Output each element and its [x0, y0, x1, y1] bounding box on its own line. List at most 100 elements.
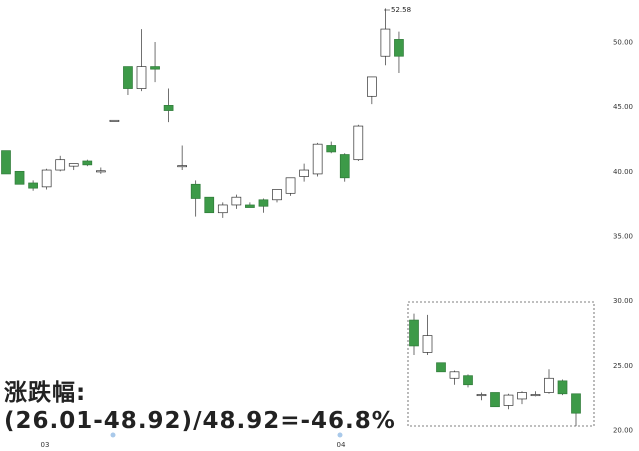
candle-body: [353, 125, 364, 161]
main-candle: [109, 119, 120, 122]
main-candle: [353, 124, 364, 161]
main-candle: [68, 163, 79, 171]
candle-body: [190, 183, 201, 199]
candle-body: [285, 177, 296, 194]
main-candle: [14, 170, 25, 185]
candle-body: [136, 66, 147, 89]
main-candle: [272, 189, 282, 203]
candle-body: [177, 165, 187, 168]
inset-candle: [571, 393, 581, 427]
inset-candle: [422, 314, 433, 355]
main-candle: [190, 180, 201, 217]
candle-body: [109, 119, 120, 122]
main-candle: [231, 194, 242, 209]
main-candles-group: [1, 8, 404, 218]
candle-body: [409, 319, 419, 347]
candle-body: [204, 196, 215, 214]
main-candle: [394, 31, 404, 74]
candle-body: [231, 196, 242, 206]
main-candle: [326, 141, 337, 154]
y-tick-label: 30.00: [613, 297, 633, 305]
candle-body: [258, 199, 269, 207]
candle-body: [326, 145, 337, 153]
time-marker-dot: [110, 432, 116, 438]
main-candle: [95, 167, 106, 174]
inset-candle: [557, 379, 568, 396]
main-candle: [28, 180, 38, 191]
candle-body: [68, 163, 79, 167]
main-candle: [1, 150, 11, 175]
candle-body: [163, 105, 174, 111]
y-tick-label: 40.00: [613, 168, 633, 176]
candle-body: [299, 169, 309, 177]
max-price-label: 52.58: [391, 6, 411, 14]
candle-body: [95, 170, 106, 173]
inset-candle: [544, 369, 554, 394]
main-candle: [82, 159, 93, 167]
main-candle: [380, 8, 391, 66]
candle-body: [517, 392, 527, 400]
inset-candle: [409, 313, 419, 355]
main-candle: [245, 202, 255, 208]
candle-body: [339, 154, 350, 179]
inset-candle: [436, 362, 446, 373]
main-candle: [150, 42, 160, 83]
main-candle: [204, 196, 215, 214]
candle-body: [436, 362, 446, 373]
candle-body: [1, 150, 11, 175]
main-candle: [367, 76, 377, 105]
inset-candle: [503, 393, 514, 410]
main-candle: [217, 202, 228, 218]
y-axis-ticks: 50.00 45.00 40.00 35.00 30.00 25.00 20.00: [613, 39, 633, 435]
candle-body: [544, 377, 554, 393]
candle-body: [312, 143, 323, 175]
candle-body: [490, 392, 500, 408]
candle-body: [55, 159, 66, 171]
y-tick-label: 20.00: [613, 427, 633, 435]
main-candle: [55, 155, 66, 172]
change-formula-title: 涨跌幅:: [4, 380, 87, 406]
inset-candle: [463, 374, 473, 388]
main-candle: [123, 66, 133, 96]
x-tick-label: 03: [41, 441, 50, 449]
candle-body: [380, 28, 391, 57]
main-candle: [339, 153, 350, 182]
x-tick-label: 04: [337, 441, 346, 449]
candle-body: [150, 66, 160, 70]
candle-body: [463, 375, 473, 386]
inset-candle: [476, 392, 487, 401]
candle-body: [367, 76, 377, 97]
candle-body: [394, 39, 404, 57]
main-candle: [299, 163, 309, 182]
inset-candle: [449, 370, 460, 385]
highlight-box: [407, 301, 595, 427]
main-candle: [41, 168, 52, 190]
candle-body: [14, 170, 25, 185]
change-formula-expression: (26.01-48.92)/48.92=-46.8%: [4, 408, 396, 434]
candle-body: [82, 160, 93, 166]
y-tick-label: 45.00: [613, 103, 633, 111]
candle-body: [272, 189, 282, 201]
main-candle: [177, 145, 187, 171]
time-marker-dot: [337, 432, 343, 438]
candle-body: [449, 371, 460, 379]
y-tick-label: 25.00: [613, 362, 633, 370]
main-candle: [136, 29, 147, 92]
candle-body: [530, 394, 541, 397]
y-tick-label: 50.00: [613, 39, 633, 47]
candle-body: [217, 204, 228, 214]
y-tick-label: 35.00: [613, 233, 633, 241]
inset-candle: [530, 391, 541, 397]
candle-body: [123, 66, 133, 89]
candle-body: [245, 204, 255, 208]
main-candle: [285, 177, 296, 196]
inset-candles-group: [409, 313, 581, 427]
candle-body: [28, 182, 38, 189]
candle-body: [41, 169, 52, 188]
inset-candle: [517, 391, 527, 405]
candle-body: [557, 380, 568, 395]
candle-body: [503, 394, 514, 406]
main-candle: [312, 142, 323, 177]
candle-body: [422, 335, 433, 353]
